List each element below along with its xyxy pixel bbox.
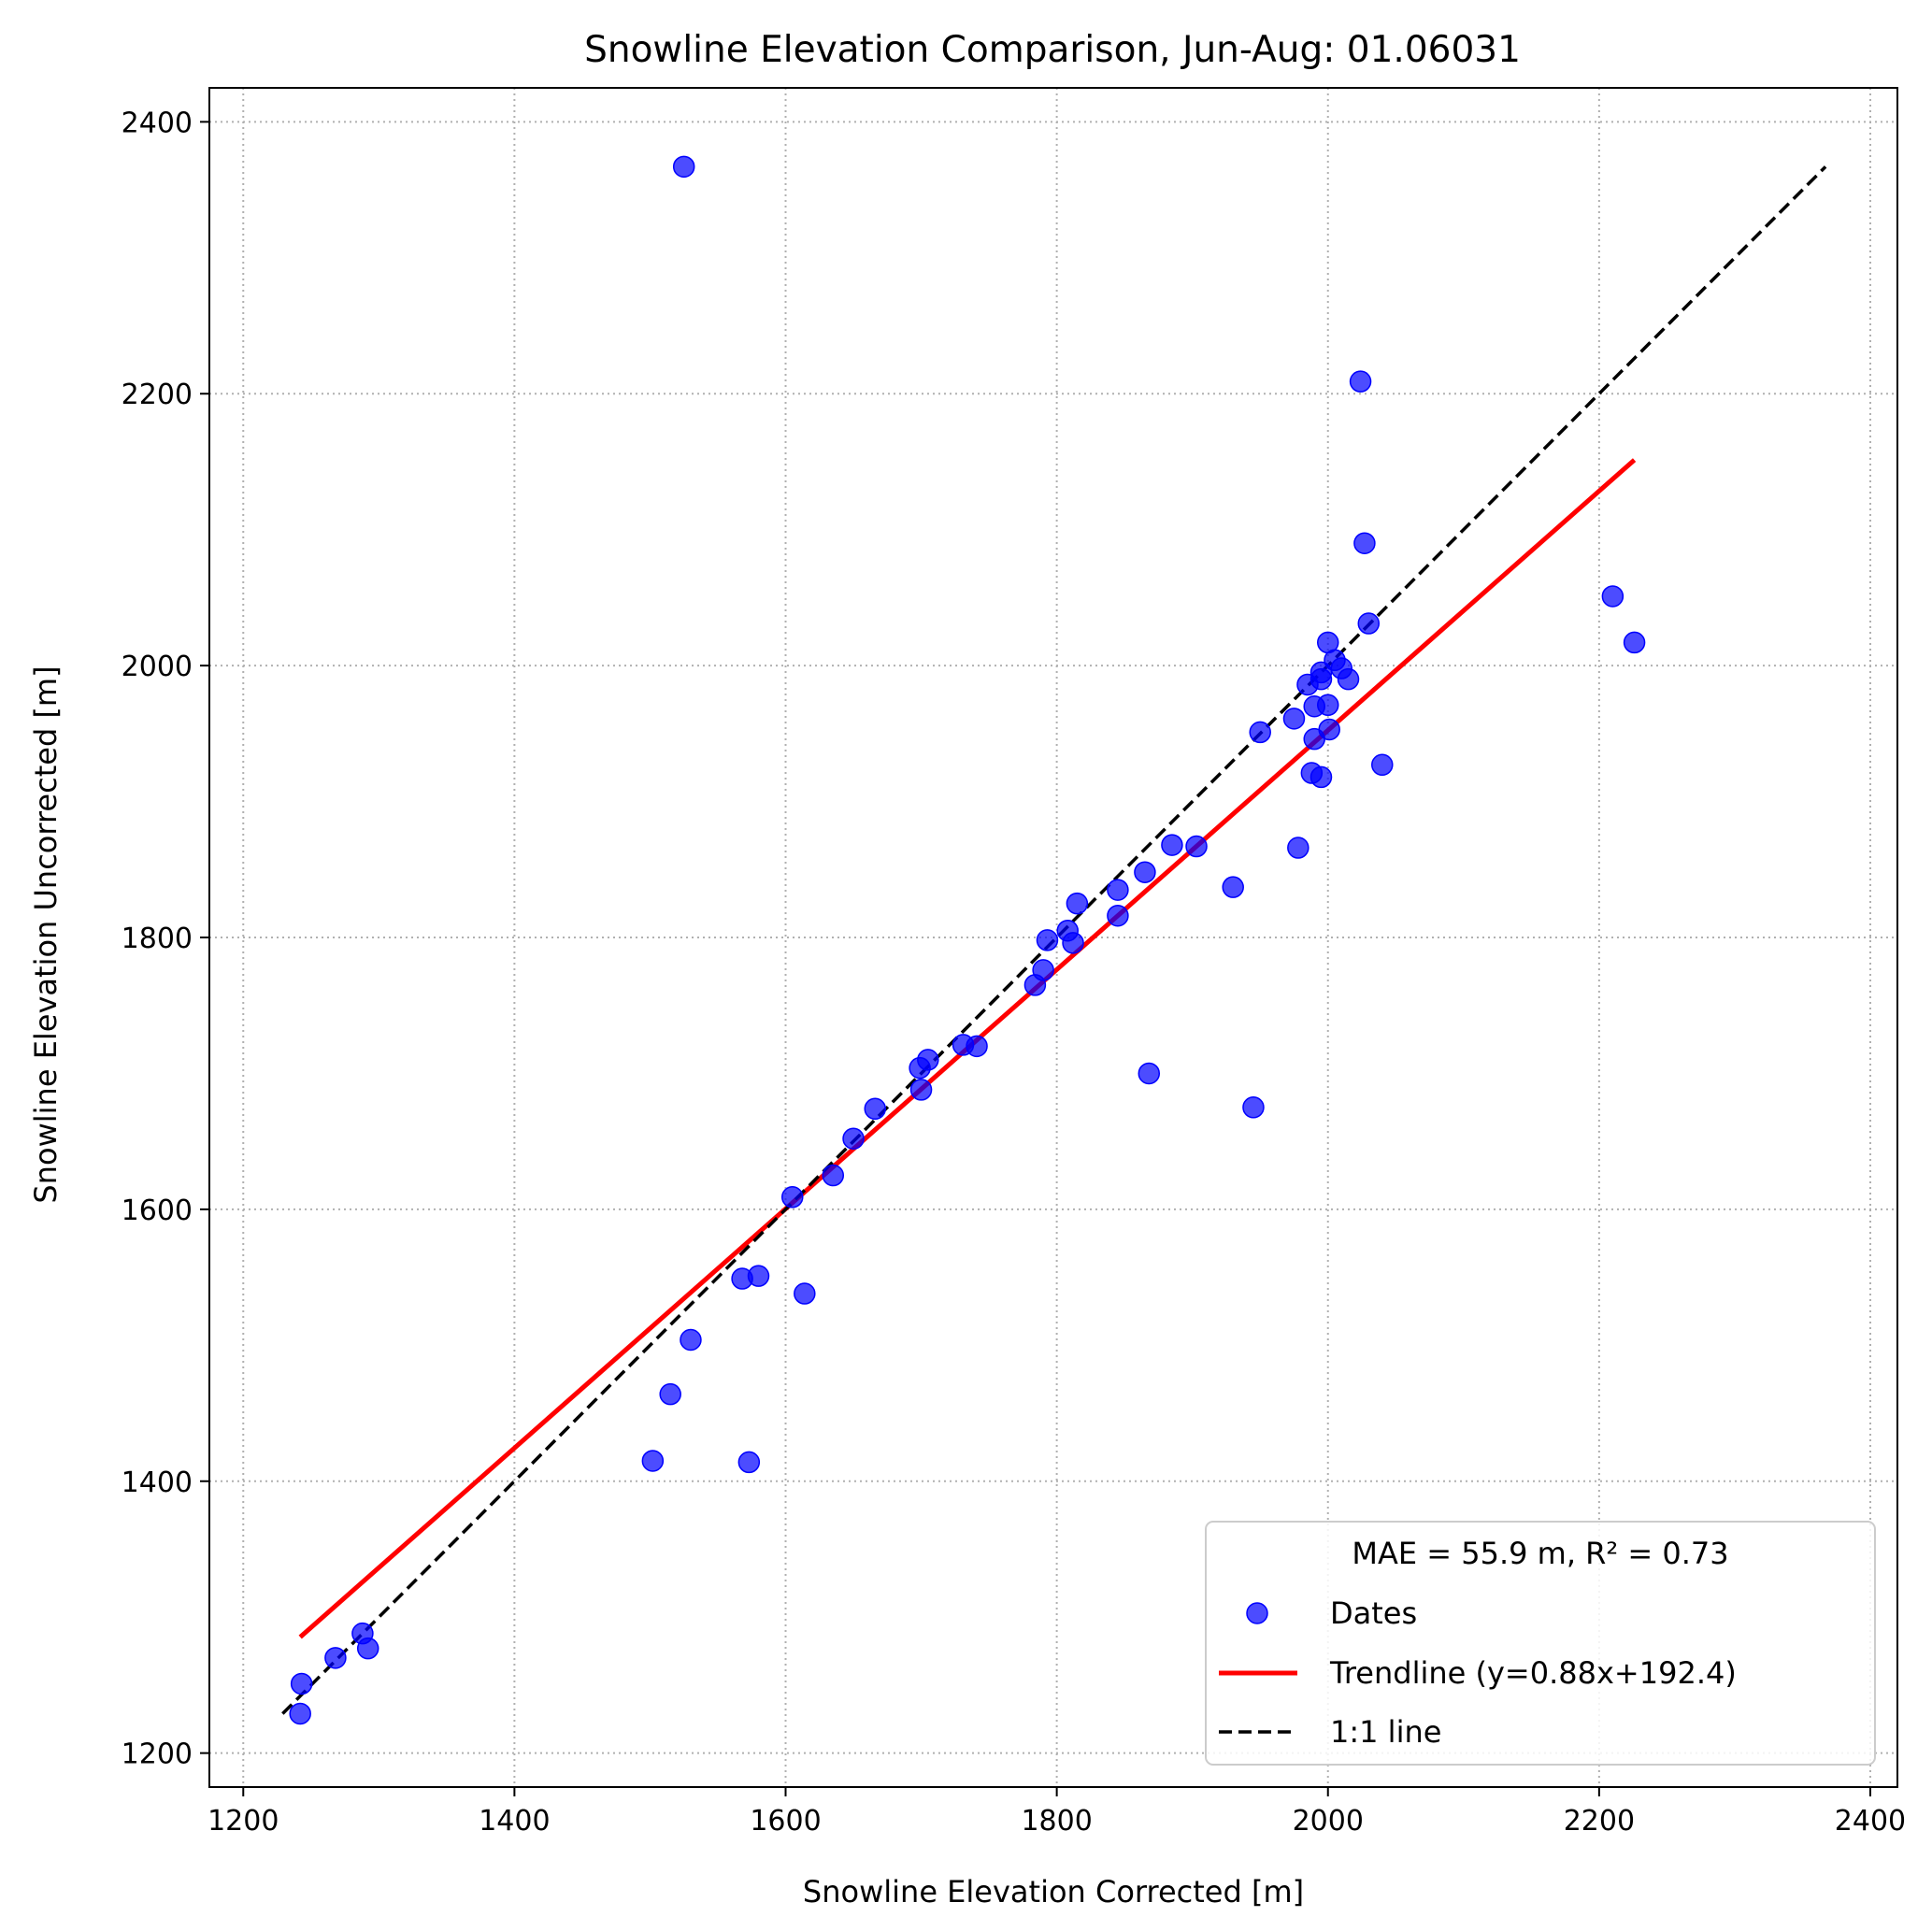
y-tick-label: 2000	[122, 651, 193, 683]
x-tick-label: 1600	[750, 1805, 821, 1838]
x-tick-label: 1800	[1021, 1805, 1092, 1838]
data-point	[842, 1127, 865, 1151]
data-point	[1371, 753, 1394, 777]
data-point	[1309, 765, 1333, 789]
data-point	[781, 1186, 804, 1209]
data-point	[1357, 612, 1381, 635]
data-point	[1287, 837, 1309, 859]
data-point	[1249, 721, 1271, 744]
x-tick-label: 2200	[1564, 1805, 1635, 1838]
x-axis-label: Snowline Elevation Corrected [m]	[803, 1874, 1304, 1910]
legend-marker-dates	[1246, 1602, 1268, 1624]
legend-label-trendline: Trendline (y=0.88x+192.4)	[1329, 1655, 1737, 1691]
y-tick-label: 1400	[122, 1466, 193, 1499]
chart-title: Snowline Elevation Comparison, Jun-Aug: …	[584, 29, 1521, 71]
data-point	[1353, 532, 1376, 554]
y-tick-label: 2200	[122, 379, 193, 411]
data-point	[1036, 929, 1059, 951]
data-point	[952, 1034, 975, 1056]
legend-label-identity: 1:1 line	[1330, 1714, 1441, 1750]
data-point	[1138, 1062, 1161, 1085]
data-point	[794, 1282, 816, 1305]
y-tick-label: 1200	[122, 1738, 193, 1771]
data-point	[1242, 1096, 1265, 1119]
data-point	[909, 1056, 931, 1080]
data-point	[672, 155, 695, 179]
data-point	[1134, 861, 1156, 883]
legend-title: MAE = 55.9 m, R² = 0.73	[1352, 1536, 1728, 1571]
x-tick-label: 1400	[479, 1805, 550, 1838]
data-point	[1337, 667, 1360, 691]
x-tick-label: 2400	[1835, 1805, 1906, 1838]
data-point	[747, 1265, 770, 1287]
data-point	[324, 1647, 347, 1669]
data-point	[1303, 727, 1325, 751]
data-point	[1601, 585, 1624, 608]
data-point	[1222, 876, 1244, 898]
data-point	[1107, 879, 1129, 901]
data-point	[737, 1451, 761, 1474]
scatter-points	[289, 155, 1646, 1725]
data-point	[1623, 631, 1646, 654]
grid	[209, 88, 1897, 1787]
data-point	[864, 1097, 886, 1121]
y-axis-ticks: 1200 1400 1600 1800 2000 2200 2400	[122, 107, 209, 1771]
data-point	[1309, 667, 1333, 691]
data-point	[1161, 834, 1183, 856]
data-point	[680, 1328, 702, 1352]
y-tick-label: 1600	[122, 1194, 193, 1227]
data-point	[1282, 708, 1306, 730]
legend: MAE = 55.9 m, R² = 0.73 Dates Trendline …	[1205, 1521, 1876, 1766]
data-point	[909, 1079, 933, 1101]
data-point	[641, 1450, 665, 1472]
data-point	[1062, 932, 1084, 954]
y-tick-label: 2400	[122, 107, 193, 139]
data-point	[1349, 370, 1372, 393]
data-point	[1066, 892, 1089, 915]
legend-box	[1205, 1521, 1876, 1766]
data-point	[290, 1672, 313, 1695]
data-point	[1303, 695, 1325, 718]
data-point	[659, 1382, 681, 1406]
y-axis-label: Snowline Elevation Uncorrected [m]	[28, 665, 64, 1203]
x-tick-label: 1200	[208, 1805, 279, 1838]
y-tick-label: 1800	[122, 923, 193, 955]
x-axis-ticks: 1200 1400 1600 1800 2000 2200 2400	[208, 1787, 1906, 1838]
data-point	[822, 1164, 845, 1187]
legend-label-dates: Dates	[1330, 1595, 1417, 1631]
data-point	[1185, 835, 1208, 858]
x-tick-label: 2000	[1293, 1805, 1364, 1838]
data-point	[1023, 974, 1047, 996]
data-point	[289, 1702, 311, 1725]
data-point	[1107, 904, 1129, 927]
data-point	[356, 1637, 379, 1660]
